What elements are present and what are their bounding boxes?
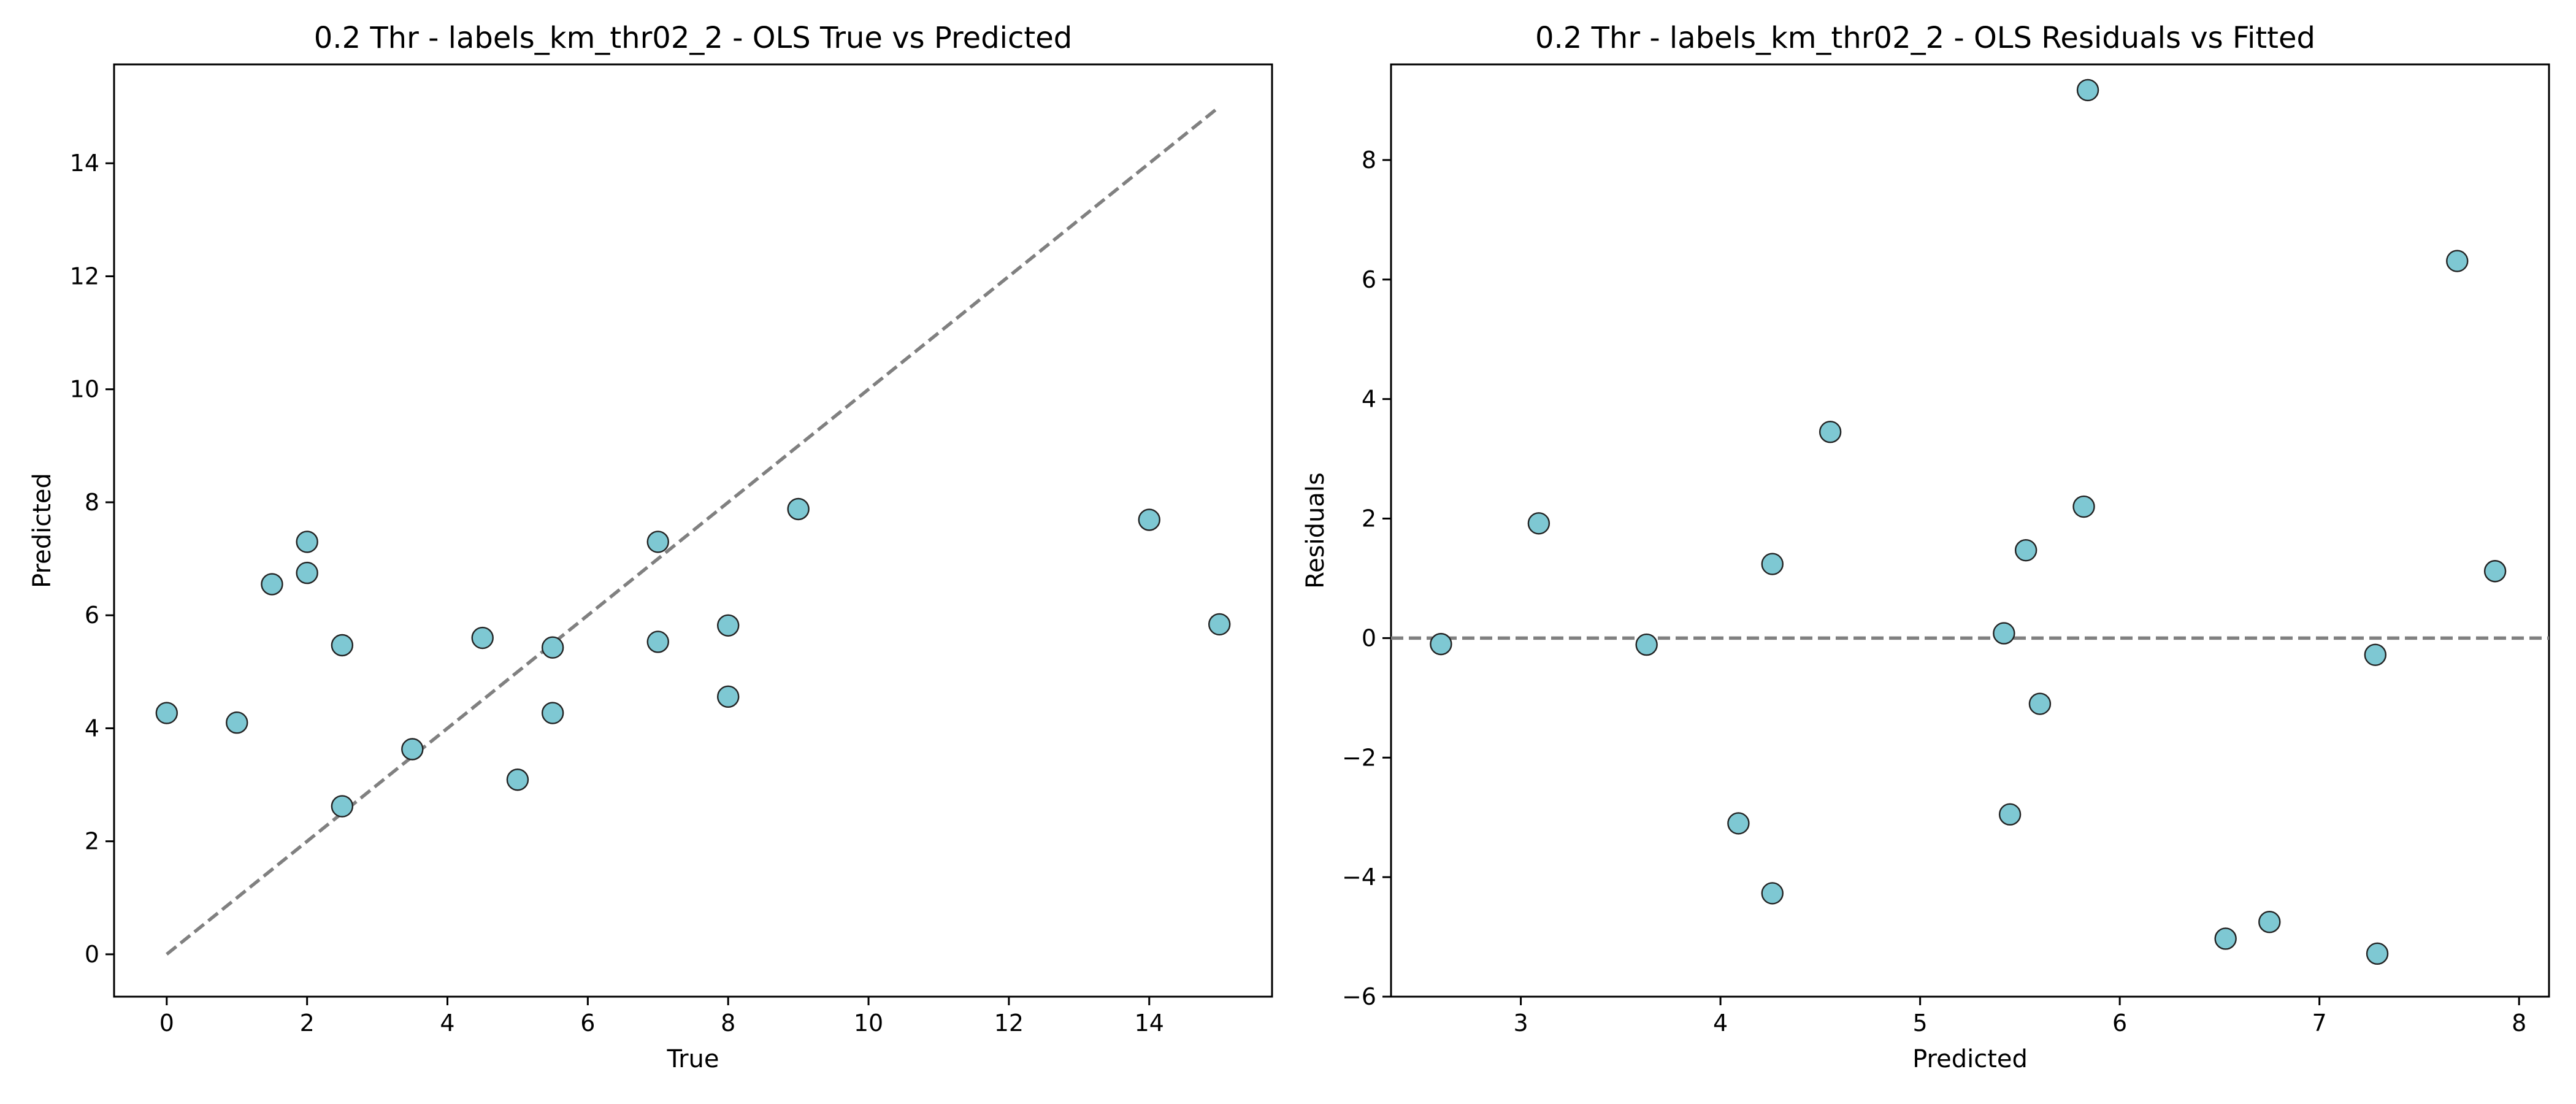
data-point [717,614,740,637]
data-point [1727,812,1750,835]
plot-area-frame [1390,63,2550,998]
data-point [296,531,318,553]
data-point [506,769,529,791]
data-point [1761,882,1784,905]
x-tick-label: 3 [1513,1010,1528,1037]
data-point [2076,79,2099,102]
data-point [331,795,354,818]
data-point [646,631,669,653]
data-point [2446,250,2469,272]
data-point [2028,692,2052,715]
data-point [2014,539,2037,562]
y-axis-label: Residuals [1301,472,1330,589]
data-point [1430,632,1452,656]
x-tick-label: 4 [1713,1010,1728,1037]
y-tick-label: 0 [85,941,99,968]
data-point [1527,512,1551,535]
data-point [1208,613,1231,636]
x-axis-label: True [667,1045,719,1073]
chart-title: 0.2 Thr - labels_km_thr02_2 - OLS True v… [314,21,1072,55]
data-point [1998,803,2022,826]
data-point [331,634,354,657]
x-tick-label: 0 [159,1010,174,1037]
y-tick-label: 2 [1362,505,1376,532]
identity-line [166,105,1221,956]
x-tick-label: 5 [1913,1010,1928,1037]
y-tick-label: 0 [1362,624,1376,651]
scatter-points [155,497,1231,818]
data-point [226,711,248,734]
data-point [1819,421,1842,443]
y-tick-label: 8 [85,489,99,516]
data-point [1761,553,1784,575]
y-tick-label: 14 [70,150,99,177]
y-tick-label: −6 [1342,983,1376,1010]
y-tick-label: −4 [1342,864,1376,891]
data-point [787,497,810,521]
x-tick-label: 10 [854,1010,883,1037]
x-tick-label: 12 [994,1010,1024,1037]
data-point [155,702,178,724]
data-point [296,561,318,585]
data-point [1138,508,1160,531]
x-tick-label: 4 [440,1010,454,1037]
x-tick-label: 14 [1135,1010,1164,1037]
data-point [541,702,564,724]
data-point [717,685,740,708]
y-axis: 0 2 4 6 8 10 12 14 [70,150,114,968]
plot-area-frame [113,63,1273,998]
x-tick-label: 6 [580,1010,595,1037]
x-axis: 3 4 5 6 7 8 [1513,997,2526,1037]
data-point [2214,927,2237,950]
y-tick-label: 8 [1362,147,1376,174]
y-tick-label: 4 [1362,386,1376,413]
y-tick-label: 2 [85,828,99,855]
y-axis: −6 −4 −2 0 2 4 6 8 [1342,147,1391,1010]
x-tick-label: 2 [300,1010,315,1037]
data-point [2072,495,2095,518]
y-axis-label: Predicted [28,473,56,588]
data-point [646,531,669,553]
data-point [2364,643,2387,666]
data-point [401,738,424,761]
y-tick-label: −2 [1342,744,1376,771]
y-tick-label: 6 [1362,266,1376,293]
y-tick-label: 6 [85,602,99,629]
data-point [471,626,494,650]
x-tick-label: 8 [721,1010,735,1037]
data-point [2258,911,2281,933]
x-axis-label: Predicted [1912,1045,2028,1073]
y-tick-label: 4 [85,715,99,742]
x-tick-label: 7 [2312,1010,2327,1037]
y-tick-label: 12 [70,263,99,289]
true-vs-predicted-panel: 0.2 Thr - labels_km_thr02_2 - OLS True v… [28,21,1273,1073]
residuals-vs-fitted-panel: 0.2 Thr - labels_km_thr02_2 - OLS Residu… [1301,21,2550,1073]
scatter-points [1430,79,2507,965]
y-tick-label: 10 [70,376,99,403]
data-point [261,573,283,596]
chart-title: 0.2 Thr - labels_km_thr02_2 - OLS Residu… [1535,21,2315,55]
identity-line-group [166,105,1221,956]
data-point [541,636,564,659]
x-tick-label: 8 [2512,1010,2526,1037]
data-point [1635,633,1658,656]
data-point [2366,942,2389,965]
data-point [2483,560,2507,583]
data-point [1993,622,2015,645]
x-tick-label: 6 [2112,1010,2127,1037]
x-axis: 0 2 4 6 8 10 12 14 [159,997,1164,1037]
